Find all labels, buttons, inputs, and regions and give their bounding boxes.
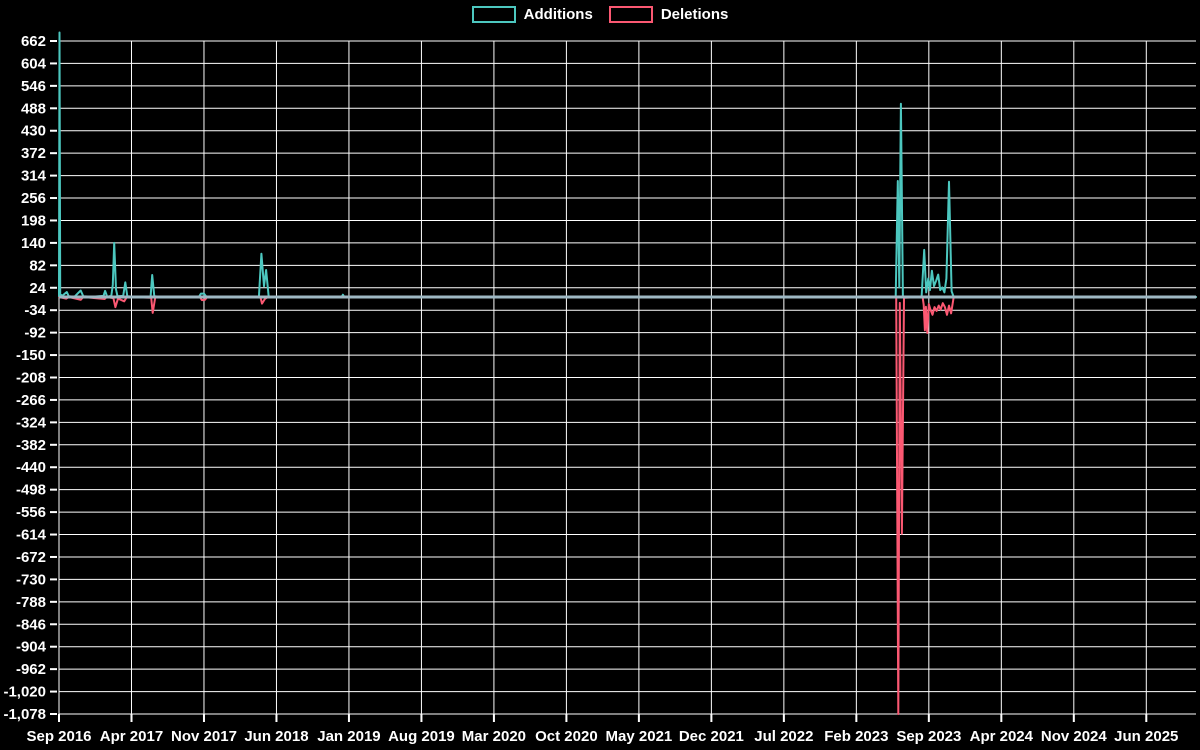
x-tick-label: Jul 2022: [754, 728, 813, 745]
x-tick-label: Aug 2019: [388, 728, 455, 745]
y-tick-label: 198: [21, 212, 46, 229]
y-tick-label: 140: [21, 235, 46, 252]
y-tick-label: -34: [24, 302, 46, 319]
y-tick-label: 546: [21, 78, 46, 95]
y-tick-label: 488: [21, 100, 46, 117]
y-tick-label: 430: [21, 123, 46, 140]
x-tick-label: Mar 2020: [462, 728, 526, 745]
legend-item-deletions[interactable]: Deletions: [608, 6, 729, 23]
x-tick-label: Oct 2020: [535, 728, 598, 745]
y-tick-label: -904: [16, 639, 47, 656]
y-tick-label: 314: [21, 168, 47, 185]
y-tick-label: -382: [16, 437, 46, 454]
y-tick-label: -962: [16, 661, 46, 678]
x-tick-label: Jan 2019: [317, 728, 380, 745]
y-tick-label: -672: [16, 549, 46, 566]
y-tick-label: -498: [16, 482, 46, 499]
y-tick-label: 604: [21, 55, 47, 72]
y-tick-label: -846: [16, 616, 46, 633]
y-tick-label: 662: [21, 33, 46, 50]
additions-line: [58, 31, 1197, 298]
x-tick-label: Apr 2024: [970, 728, 1034, 745]
y-tick-label: -208: [16, 370, 46, 387]
y-tick-label: 256: [21, 190, 46, 207]
legend: Additions Deletions: [0, 6, 1200, 23]
y-tick-label: -1,078: [3, 706, 46, 723]
y-tick-label: 372: [21, 145, 46, 162]
x-tick-label: Jun 2025: [1114, 728, 1178, 745]
y-tick-label: -150: [16, 347, 46, 364]
y-tick-label: -92: [24, 325, 46, 342]
x-tick-label: Feb 2023: [824, 728, 888, 745]
legend-label-deletions: Deletions: [660, 6, 729, 23]
y-tick-label: -730: [16, 571, 46, 588]
x-tick-label: Sep 2023: [896, 728, 961, 745]
y-tick-label: -556: [16, 504, 46, 521]
y-tick-label: -788: [16, 594, 46, 611]
y-tick-label: -324: [16, 414, 47, 431]
x-tick-label: Sep 2016: [26, 728, 91, 745]
y-tick-label: -440: [16, 459, 46, 476]
x-tick-label: Nov 2017: [171, 728, 237, 745]
deletions-line: [58, 296, 1197, 715]
deletions-swatch-icon: [608, 6, 653, 23]
x-tick-label: Dec 2021: [679, 728, 744, 745]
legend-item-additions[interactable]: Additions: [471, 6, 593, 23]
y-tick-label: -614: [16, 527, 47, 544]
y-tick-label: -266: [16, 392, 46, 409]
x-tick-label: Apr 2017: [100, 728, 163, 745]
y-tick-label: -1,020: [3, 684, 46, 701]
legend-label-additions: Additions: [523, 6, 593, 23]
x-tick-label: Jun 2018: [244, 728, 308, 745]
y-tick-label: 24: [29, 280, 46, 297]
additions-swatch-icon: [471, 6, 516, 23]
x-tick-label: Nov 2024: [1041, 728, 1108, 745]
y-tick-label: 82: [29, 257, 46, 274]
x-tick-label: May 2021: [606, 728, 673, 745]
